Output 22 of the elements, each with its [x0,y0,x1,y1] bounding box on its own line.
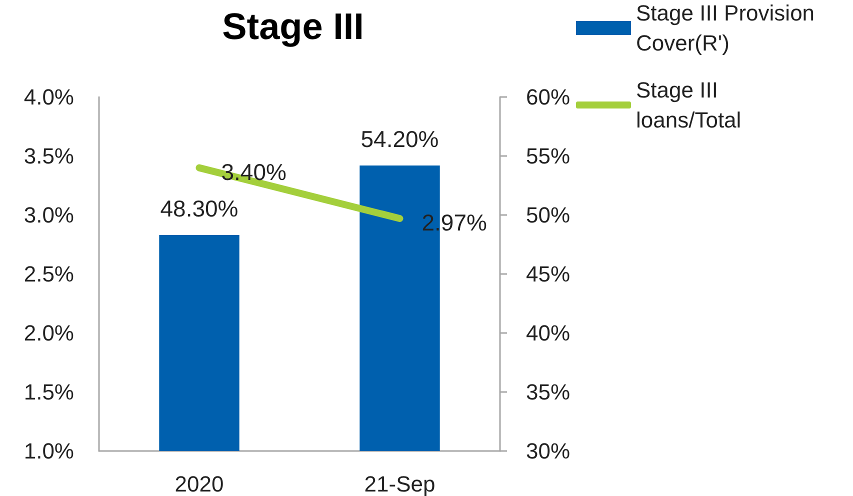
data-label: 48.30% [160,196,238,222]
data-label: 3.40% [221,158,286,185]
y2-tick-label: 50% [526,202,570,228]
y2-tick-label: 55% [526,144,570,168]
y2-tick-label: 40% [526,320,570,346]
y-tick-label: 1.0% [24,438,74,464]
y-tick-label: 4.0% [24,84,74,110]
y2-tick-label: 60% [526,84,570,110]
legend-label: Stage III loans/Total [636,78,742,132]
y2-tick-label: 45% [526,262,570,286]
chart-title: Stage III [222,6,364,47]
data-label: 54.20% [360,126,439,152]
y-tick-label: 2.5% [24,262,74,286]
y2-tick-label: 35% [526,380,570,404]
x-tick-label: 21-Sep [364,472,436,496]
x-tick-label: 2020 [174,472,224,496]
y2-tick-label: 30% [526,438,570,464]
y-tick-label: 3.5% [24,144,74,168]
y-tick-label: 1.5% [24,380,74,404]
y-tick-label: 2.0% [24,320,74,346]
legend-label: Stage III Provision Cover(R') [636,0,815,56]
y-tick-label: 3.0% [24,202,74,228]
